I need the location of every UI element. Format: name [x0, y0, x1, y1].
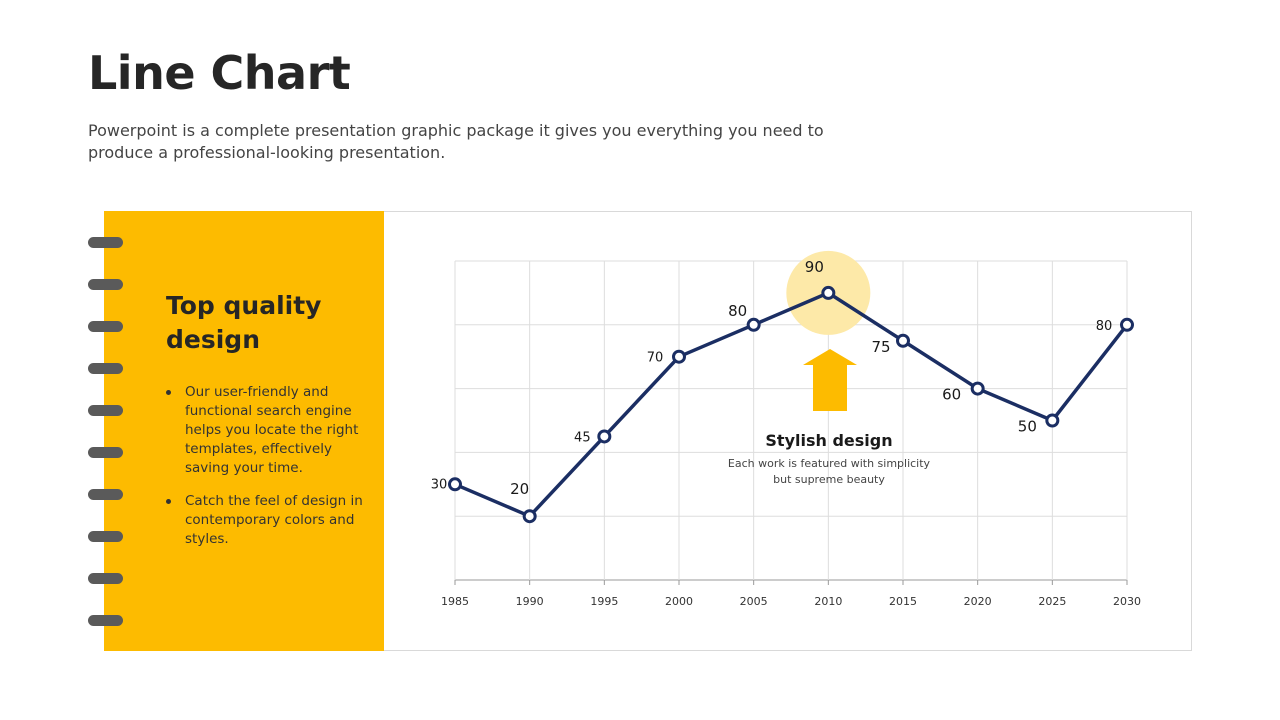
- x-tick-label: 2000: [665, 595, 693, 608]
- panel-bullet-2: Catch the feel of design in contemporary…: [166, 492, 366, 549]
- panel-bullet-text: Our user-friendly and functional search …: [185, 384, 359, 476]
- data-point: [448, 477, 462, 492]
- notebook-rings: [88, 237, 124, 637]
- binder-ring-icon: [88, 615, 123, 626]
- x-tick-label: 1995: [590, 595, 618, 608]
- panel-bullet-1: Our user-friendly and functional search …: [166, 383, 366, 478]
- data-point: [896, 333, 910, 348]
- x-tick-label: 1985: [441, 595, 469, 608]
- binder-ring-icon: [88, 447, 123, 458]
- data-point: [1120, 317, 1134, 332]
- x-tick-label: 2015: [889, 595, 917, 608]
- data-label: 80: [1096, 319, 1113, 334]
- binder-ring-icon: [88, 321, 123, 332]
- data-point: [746, 317, 761, 332]
- data-label: 30: [431, 477, 448, 492]
- data-label: 80: [728, 302, 747, 320]
- annotation-title: Stylish design: [765, 431, 893, 450]
- info-panel: Top quality design Our user-friendly and…: [104, 211, 384, 651]
- data-label: 20: [510, 480, 529, 498]
- binder-ring-icon: [88, 279, 123, 290]
- x-tick-label: 1990: [516, 595, 544, 608]
- x-tick-label: 2005: [740, 595, 768, 608]
- data-label: 50: [1018, 418, 1037, 436]
- data-point: [821, 285, 836, 300]
- data-label: 45: [574, 430, 591, 445]
- data-point: [522, 509, 537, 524]
- arrow-up-icon: [803, 349, 857, 411]
- page-subtitle: Powerpoint is a complete presentation gr…: [88, 121, 824, 162]
- bullet-dot-icon: [166, 390, 171, 395]
- panel-bullet-text: Catch the feel of design in contemporary…: [185, 493, 363, 547]
- binder-ring-icon: [88, 531, 123, 542]
- x-tick-label: 2025: [1038, 595, 1066, 608]
- data-point: [970, 381, 985, 396]
- x-tick-label: 2030: [1113, 595, 1141, 608]
- x-tick-label: 2020: [964, 595, 992, 608]
- binder-ring-icon: [88, 237, 123, 248]
- binder-ring-icon: [88, 489, 123, 500]
- binder-ring-icon: [88, 363, 123, 374]
- annotation-text: Each work is featured with simplicity bu…: [727, 457, 931, 486]
- data-point: [597, 429, 612, 444]
- data-label: 75: [871, 338, 890, 356]
- panel-title: Top quality design: [166, 291, 322, 354]
- binder-ring-icon: [88, 405, 123, 416]
- data-label: 60: [942, 386, 961, 404]
- panel-bullet-list: Our user-friendly and functional search …: [166, 383, 366, 563]
- data-point: [672, 349, 686, 364]
- data-label: 90: [805, 258, 824, 276]
- series-line: [454, 291, 1129, 518]
- bullet-dot-icon: [166, 499, 171, 504]
- page-title: Line Chart: [88, 46, 351, 100]
- data-label: 70: [647, 351, 664, 366]
- data-point: [1045, 413, 1060, 428]
- x-tick-label: 2010: [814, 595, 842, 608]
- binder-ring-icon: [88, 573, 123, 584]
